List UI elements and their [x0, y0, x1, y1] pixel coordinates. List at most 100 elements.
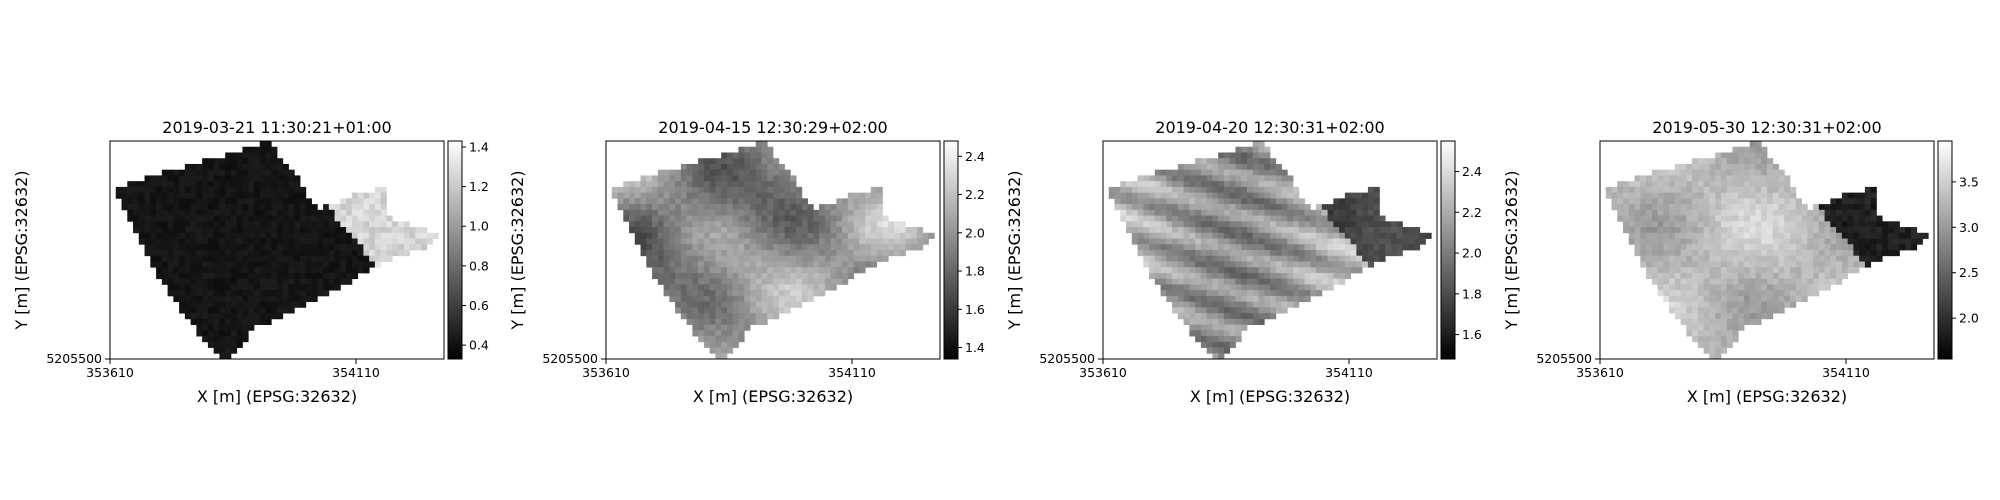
heatmap-cell [1362, 192, 1369, 199]
heatmap-cell [767, 295, 774, 303]
heatmap-cell [1726, 295, 1733, 303]
heatmap-cell [190, 318, 197, 325]
heatmap-cell [173, 221, 180, 228]
heatmap-cell [184, 278, 192, 285]
heatmap-cell [265, 295, 272, 303]
heatmap-cell [1795, 209, 1802, 216]
heatmap-cell [749, 261, 757, 268]
heatmap-cell [773, 204, 780, 211]
heatmap-cell [801, 272, 808, 280]
heatmap-cell [1373, 250, 1380, 257]
heatmap-cell [732, 307, 739, 314]
heatmap-cell [1830, 267, 1837, 274]
heatmap-cell [1795, 221, 1802, 228]
heatmap-cell [271, 163, 278, 171]
heatmap-cell [219, 215, 226, 222]
heatmap-cell [1870, 192, 1877, 199]
heatmap-cell [1663, 215, 1670, 222]
heatmap-cell [1408, 227, 1415, 234]
heatmap-cell [1258, 307, 1265, 314]
heatmap-cell [1755, 272, 1762, 280]
heatmap-cell [1755, 169, 1762, 176]
heatmap-cell [1755, 192, 1762, 199]
heatmap-cell [1743, 163, 1751, 171]
heatmap-cell [1686, 227, 1693, 234]
heatmap-cell [1697, 301, 1705, 308]
heatmap-cell [1646, 221, 1653, 228]
heatmap-cell [133, 186, 140, 194]
heatmap-cell [1761, 284, 1768, 291]
heatmap-cell [1281, 198, 1288, 205]
heatmap-cell [1692, 244, 1699, 251]
heatmap-cell [1703, 278, 1710, 285]
heatmap-cell [311, 221, 318, 228]
heatmap-cell [1172, 255, 1179, 262]
heatmap-cell [675, 261, 682, 268]
heatmap-cell [1246, 175, 1254, 182]
heatmap-cell [253, 255, 261, 262]
heatmap-cell [328, 284, 335, 291]
heatmap-cell [1149, 267, 1156, 274]
heatmap-cell [1200, 244, 1208, 251]
heatmap-cell [1847, 221, 1854, 228]
heatmap-cell [1703, 232, 1710, 239]
heatmap-cell [1362, 261, 1369, 268]
heatmap-cell [773, 209, 780, 216]
heatmap-cell [1270, 232, 1277, 239]
heatmap-cell [692, 295, 699, 303]
heatmap-cell [351, 227, 359, 234]
heatmap-cell [1206, 295, 1213, 303]
heatmap-cell [242, 198, 249, 205]
heatmap-cell [893, 227, 901, 234]
heatmap-cell [698, 221, 705, 228]
heatmap-cell [265, 272, 272, 280]
heatmap-cell [357, 255, 364, 262]
heatmap-cell [1743, 158, 1751, 165]
heatmap-cell [1316, 221, 1323, 228]
heatmap-cell [363, 227, 370, 234]
heatmap-cell [1321, 255, 1328, 262]
heatmap-cell [1640, 261, 1647, 268]
heatmap-cell [1275, 198, 1282, 205]
heatmap-cell [807, 295, 814, 303]
heatmap-cell [755, 175, 762, 182]
heatmap-cell [686, 278, 693, 285]
heatmap-cell [219, 267, 226, 274]
heatmap-cell [1732, 158, 1739, 165]
heatmap-cell [1298, 278, 1305, 285]
heatmap-cell [1206, 158, 1213, 165]
heatmap-cell [236, 169, 243, 176]
heatmap-cell [167, 238, 174, 245]
heatmap-cell [225, 209, 232, 216]
heatmap-cell [1293, 295, 1300, 303]
heatmap-cell [242, 301, 249, 308]
heatmap-cell [1703, 186, 1710, 194]
heatmap-cell [1149, 244, 1156, 251]
heatmap-cell [1767, 261, 1774, 268]
heatmap-cell [1252, 209, 1259, 216]
heatmap-cell [1680, 198, 1687, 205]
heatmap-cell [1258, 209, 1265, 216]
heatmap-cell [179, 295, 186, 303]
heatmap-cell [1674, 209, 1682, 216]
heatmap-cell [311, 204, 318, 211]
heatmap-cell [167, 284, 174, 291]
heatmap-cell [1772, 204, 1779, 211]
heatmap-cell [755, 186, 762, 194]
heatmap-cell [1390, 232, 1398, 239]
heatmap-cell [1235, 261, 1242, 268]
heatmap-cell [1258, 250, 1265, 257]
heatmap-cell [1212, 267, 1219, 274]
heatmap-cell [1275, 186, 1282, 194]
heatmap-cell [1270, 198, 1277, 205]
heatmap-cell [744, 175, 751, 182]
heatmap-cell [1108, 192, 1115, 199]
heatmap-cell [1362, 221, 1369, 228]
heatmap-cell [1738, 244, 1745, 251]
heatmap-cell [830, 238, 837, 245]
heatmap-cell [767, 238, 774, 245]
heatmap-cell [317, 290, 324, 297]
heatmap-cell [698, 301, 705, 308]
heatmap-cell [721, 250, 728, 257]
heatmap-cell [1887, 232, 1895, 239]
